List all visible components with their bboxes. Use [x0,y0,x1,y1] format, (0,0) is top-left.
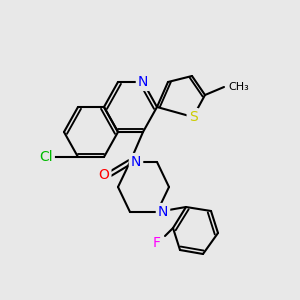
Text: N: N [131,155,141,169]
Text: S: S [189,110,197,124]
Text: F: F [153,236,161,250]
Text: N: N [138,75,148,89]
Text: CH₃: CH₃ [228,82,249,92]
Text: Cl: Cl [39,150,53,164]
Text: O: O [99,168,110,182]
Text: N: N [158,205,168,219]
